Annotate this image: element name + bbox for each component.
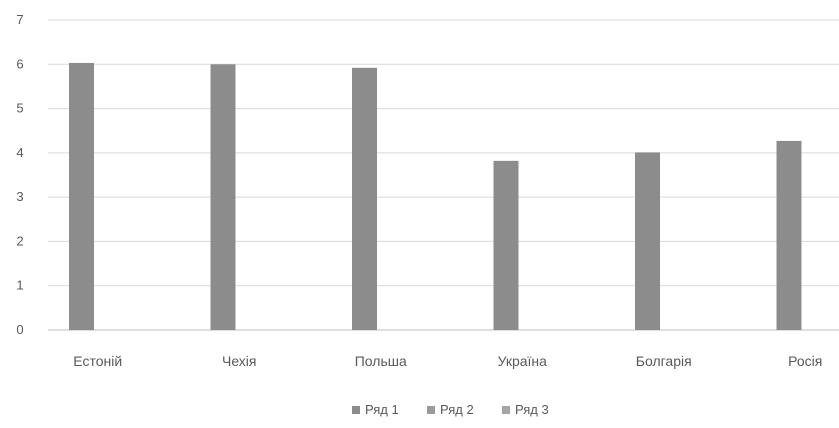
bars xyxy=(69,62,802,331)
gridlines xyxy=(48,19,839,331)
bar-1-0 xyxy=(69,62,94,330)
x-axis-categories: Естоній Чехія Польша Україна Болгарія Росія xyxy=(73,353,822,369)
bar-1-3 xyxy=(493,160,519,330)
y-tick-label: 4 xyxy=(16,145,23,160)
x-category-label: Росія xyxy=(788,353,822,369)
x-category-label: Естоній xyxy=(73,353,122,369)
y-tick-label: 7 xyxy=(16,12,23,27)
legend-label-3: Ряд 3 xyxy=(515,402,549,417)
y-tick-label: 3 xyxy=(16,189,23,204)
bar-1-2 xyxy=(352,67,377,330)
x-category-label: Україна xyxy=(498,353,548,369)
legend-swatch-3 xyxy=(502,406,510,414)
bar-1-1 xyxy=(210,64,236,331)
legend: Ряд 1 Ряд 2 Ряд 3 xyxy=(352,402,549,417)
legend-label-1: Ряд 1 xyxy=(365,402,399,417)
y-tick-label: 6 xyxy=(16,56,23,71)
y-tick-label: 2 xyxy=(16,233,23,248)
x-category-label: Болгарія xyxy=(636,353,692,369)
y-axis-ticks: 0 1 2 3 4 5 6 7 xyxy=(16,12,23,337)
bar-1-5 xyxy=(776,140,802,330)
bar-1-4 xyxy=(635,152,660,330)
x-category-label: Чехія xyxy=(222,353,257,369)
y-tick-label: 1 xyxy=(16,278,23,293)
legend-swatch-1 xyxy=(352,406,360,414)
x-category-label: Польша xyxy=(355,353,407,369)
y-tick-label: 0 xyxy=(16,322,23,337)
legend-swatch-2 xyxy=(427,406,435,414)
legend-label-2: Ряд 2 xyxy=(440,402,474,417)
y-tick-label: 5 xyxy=(16,101,23,116)
